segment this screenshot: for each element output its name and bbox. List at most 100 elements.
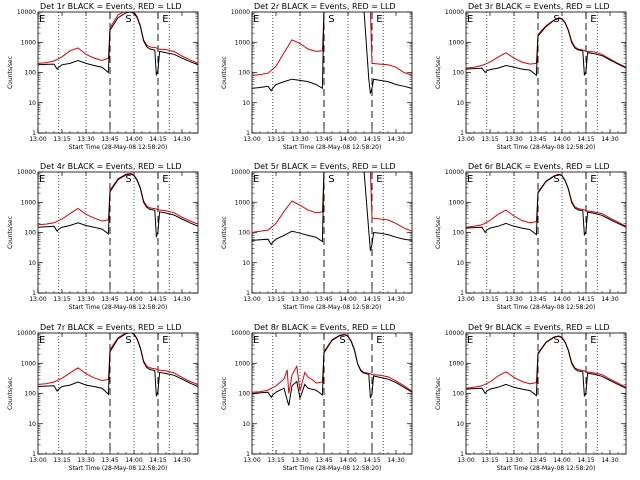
- y-tick-label: 10: [456, 421, 464, 428]
- y-axis-label: Counts/sec: [435, 377, 442, 410]
- x-tick-label: 14:30: [601, 136, 618, 143]
- y-tick-label: 100: [25, 391, 37, 398]
- panel-title: Det 1r BLACK = Events, RED = LLD: [40, 2, 182, 11]
- y-tick-label: 1: [246, 130, 250, 137]
- y-tick-label: 1000: [449, 360, 464, 367]
- x-tick-label: 13:45: [529, 296, 546, 303]
- x-tick-label: 14:30: [173, 136, 190, 143]
- y-axis-label: Counts/sec: [221, 216, 228, 249]
- y-tick-label: 10: [28, 260, 36, 267]
- x-tick-label: 13:00: [457, 457, 474, 464]
- y-tick-label: 10000: [231, 330, 250, 337]
- series-line-events: [38, 333, 198, 397]
- y-tick-label: 1000: [21, 199, 36, 206]
- panels: Det 1r BLACK = Events, RED = LLD E S E 1 10 10…: [7, 2, 627, 472]
- x-tick-label: 13:00: [243, 457, 260, 464]
- marker-label: S: [328, 14, 334, 25]
- panel-title: Det 9r BLACK = Events, RED = LLD: [468, 323, 610, 332]
- x-tick-label: 13:30: [505, 296, 522, 303]
- x-tick-label: 13:00: [29, 136, 46, 143]
- y-axis-label: Counts/sec: [7, 377, 14, 410]
- y-tick-label: 1: [460, 451, 464, 458]
- y-tick-label: 10: [242, 100, 250, 107]
- x-axis-label: Start Time (28-May-08 12:58:20): [69, 465, 168, 472]
- panel-det-6: Det 6r BLACK = Events, RED = LLD E S E 1 10 10…: [435, 162, 627, 311]
- x-tick-label: 13:45: [315, 457, 332, 464]
- y-tick-label: 100: [453, 70, 465, 77]
- y-tick-label: 1: [32, 290, 36, 297]
- y-tick-label: 1: [32, 451, 36, 458]
- x-tick-label: 14:15: [149, 136, 166, 143]
- series-line-events: [38, 173, 198, 238]
- y-tick-label: 1: [460, 130, 464, 137]
- series-line-events: [252, 172, 412, 251]
- marker-label: E: [467, 174, 473, 185]
- y-tick-label: 1000: [235, 360, 250, 367]
- x-tick-label: 14:15: [577, 457, 594, 464]
- x-tick-label: 14:30: [173, 457, 190, 464]
- y-tick-label: 10: [242, 421, 250, 428]
- y-tick-label: 100: [239, 391, 251, 398]
- marker-label: E: [253, 14, 259, 25]
- x-tick-label: 13:45: [101, 136, 118, 143]
- panel-det-4: Det 4r BLACK = Events, RED = LLD E S E 1 10 10…: [7, 162, 199, 311]
- x-tick-label: 14:30: [601, 296, 618, 303]
- marker-label: E: [39, 335, 45, 346]
- x-tick-label: 13:15: [53, 296, 70, 303]
- x-tick-label: 13:30: [291, 457, 308, 464]
- panel-det-7: Det 7r BLACK = Events, RED = LLD E S E 1 10 10…: [7, 323, 199, 472]
- marker-label: S: [125, 174, 131, 185]
- marker-label: S: [553, 174, 559, 185]
- marker-label: S: [125, 14, 131, 25]
- x-tick-label: 13:30: [77, 457, 94, 464]
- marker-label: E: [467, 335, 473, 346]
- x-tick-label: 13:15: [267, 296, 284, 303]
- x-tick-label: 14:15: [363, 457, 380, 464]
- series-line-lld: [252, 172, 412, 233]
- series-line-events: [466, 17, 626, 77]
- y-tick-label: 1000: [21, 39, 36, 46]
- y-tick-label: 100: [25, 230, 37, 237]
- x-tick-label: 13:30: [77, 296, 94, 303]
- y-tick-label: 1000: [235, 199, 250, 206]
- x-axis-label: Start Time (28-May-08 12:58:20): [69, 304, 168, 311]
- y-tick-label: 10000: [17, 9, 36, 16]
- x-tick-label: 13:15: [481, 136, 498, 143]
- panel-title: Det 7r BLACK = Events, RED = LLD: [40, 323, 182, 332]
- x-axis-label: Start Time (28-May-08 12:58:20): [283, 304, 382, 311]
- y-tick-label: 1: [460, 290, 464, 297]
- x-tick-label: 13:15: [481, 296, 498, 303]
- y-tick-label: 1: [246, 451, 250, 458]
- marker-label: S: [339, 335, 345, 346]
- panel-det-2: Det 2r BLACK = Events, RED = LLD E S E 1 10 10…: [221, 2, 413, 151]
- marker-label: E: [590, 335, 596, 346]
- x-tick-label: 14:00: [125, 136, 142, 143]
- series-line-events: [38, 12, 198, 76]
- panel-title: Det 2r BLACK = Events, RED = LLD: [254, 2, 396, 11]
- x-tick-label: 13:30: [291, 136, 308, 143]
- y-tick-label: 100: [25, 70, 37, 77]
- series-line-events: [252, 334, 412, 406]
- y-tick-label: 10000: [231, 9, 250, 16]
- x-tick-label: 13:30: [505, 136, 522, 143]
- y-tick-label: 10000: [445, 330, 464, 337]
- y-tick-label: 10000: [231, 169, 250, 176]
- x-tick-label: 13:30: [77, 136, 94, 143]
- y-tick-label: 10: [456, 100, 464, 107]
- x-tick-label: 13:15: [53, 136, 70, 143]
- y-tick-label: 100: [239, 70, 251, 77]
- x-tick-label: 14:00: [553, 296, 570, 303]
- x-tick-label: 13:00: [457, 296, 474, 303]
- panel-title: Det 4r BLACK = Events, RED = LLD: [40, 162, 182, 171]
- series-line-lld: [38, 12, 198, 64]
- x-tick-label: 13:15: [267, 457, 284, 464]
- x-tick-label: 14:30: [601, 457, 618, 464]
- x-tick-label: 14:15: [363, 136, 380, 143]
- x-tick-label: 14:30: [387, 136, 404, 143]
- y-tick-label: 1000: [235, 39, 250, 46]
- x-tick-label: 14:00: [553, 136, 570, 143]
- x-tick-label: 13:45: [315, 296, 332, 303]
- marker-label: E: [162, 174, 168, 185]
- x-tick-label: 13:15: [267, 136, 284, 143]
